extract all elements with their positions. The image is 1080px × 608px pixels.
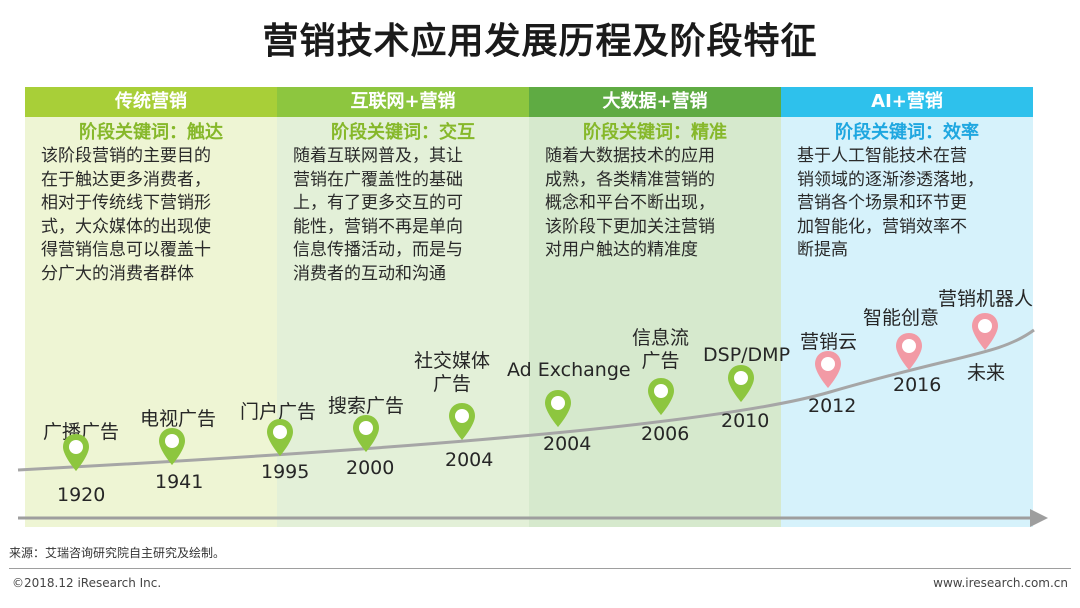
stage-panel-bigdata: 大数据+营销 阶段关键词：精准 随着大数据技术的应用 成熟，各类精准营销的 概念… <box>529 87 781 527</box>
description-line: 成熟，各类精准营销的 <box>545 169 715 190</box>
location-pin-icon <box>815 351 841 388</box>
stage-keyword: 阶段关键词：精准 <box>583 122 727 143</box>
description-line: 营销在广覆盖性的基础 <box>293 169 463 190</box>
description-line: 销领域的逐渐渗透落地， <box>797 169 984 190</box>
milestone-year: 2010 <box>721 410 770 432</box>
description-line: 信息传播活动，而是与 <box>293 240 463 260</box>
milestone-label: 社交媒体 广告 <box>414 350 491 395</box>
description-line: 对用户触达的精准度 <box>545 240 698 260</box>
milestone-year: 1941 <box>155 471 204 493</box>
location-pin-icon <box>449 403 475 440</box>
description-line: 能性，营销不再是单向 <box>293 216 463 237</box>
location-pin-icon <box>648 378 674 415</box>
milestone-year: 2004 <box>543 433 592 455</box>
description-line: 相对于传统线下营销形 <box>41 193 211 213</box>
description-line: 式，大众媒体的出现使 <box>41 216 211 237</box>
milestone-label: 智能创意 <box>863 307 940 329</box>
location-pin-icon <box>267 419 293 456</box>
milestone-pin <box>894 332 924 372</box>
stage-header: 互联网+营销 <box>277 87 529 117</box>
milestone-label: 门户广告 <box>240 401 317 423</box>
description-line: 随着大数据技术的应用 <box>545 146 715 166</box>
milestone-year: 1995 <box>261 461 310 483</box>
milestone-pin <box>543 389 573 429</box>
milestone-pin <box>726 364 756 404</box>
milestone-year: 2016 <box>893 374 942 396</box>
footer-divider <box>9 568 1071 569</box>
stage-description: 随着大数据技术的应用 成熟，各类精准营销的 概念和平台不断出现， 该阶段下更加关… <box>529 145 781 263</box>
location-pin-icon <box>545 390 571 427</box>
milestone-year: 未来 <box>967 362 1006 384</box>
description-line: 消费者的互动和沟通 <box>293 263 446 284</box>
milestone-pin <box>265 418 295 458</box>
description-line: 断提高 <box>797 240 848 260</box>
milestone-label: 营销云 <box>800 331 858 353</box>
location-pin-icon <box>728 365 754 402</box>
description-line: 该阶段下更加关注营销 <box>545 216 715 237</box>
milestone-pin <box>970 312 1000 352</box>
milestone-year: 2004 <box>445 449 494 471</box>
milestone-label: 电视广告 <box>140 408 217 430</box>
milestone-label: DSP/DMP <box>703 344 791 366</box>
milestone-label: 信息流 广告 <box>632 327 690 372</box>
stage-description: 随着互联网普及，其让 营销在广覆盖性的基础 上，有了更多交互的可 能性，营销不再… <box>277 145 529 286</box>
milestone-pin <box>646 377 676 417</box>
source-note: 来源：艾瑞咨询研究院自主研究及绘制。 <box>9 546 226 560</box>
milestone-year: 2006 <box>641 423 690 445</box>
milestone-year: 1920 <box>57 484 106 506</box>
stage-description: 该阶段营销的主要目的 在于触达更多消费者， 相对于传统线下营销形 式，大众媒体的… <box>25 145 277 286</box>
stage-keyword: 阶段关键词：触达 <box>79 122 223 143</box>
location-pin-icon <box>896 333 922 370</box>
description-line: 得营销信息可以覆盖十 <box>41 240 211 260</box>
milestone-label: 搜索广告 <box>328 395 405 417</box>
website-link[interactable]: www.iresearch.com.cn <box>933 576 1068 590</box>
location-pin-icon <box>972 313 998 350</box>
stage-keyword: 阶段关键词：效率 <box>835 122 979 143</box>
description-line: 随着互联网普及，其让 <box>293 146 463 166</box>
page-title: 营销技术应用发展历程及阶段特征 <box>262 21 818 62</box>
description-line: 在于触达更多消费者， <box>41 169 211 190</box>
description-line: 该阶段营销的主要目的 <box>41 146 211 166</box>
milestone-label: 广播广告 <box>43 421 120 443</box>
description-line: 基于人工智能技术在营 <box>797 146 967 166</box>
stage-description: 基于人工智能技术在营 销领域的逐渐渗透落地， 营销各个场景和环节更 加智能化，营… <box>781 145 1033 263</box>
location-pin-icon <box>353 415 379 452</box>
description-line: 分广大的消费者群体 <box>41 263 194 284</box>
milestone-pin <box>813 350 843 390</box>
milestone-pin <box>351 414 381 454</box>
milestone-pin <box>61 433 91 473</box>
location-pin-icon <box>63 434 89 471</box>
milestone-label: 营销机器人 <box>938 288 1034 310</box>
stage-keyword: 阶段关键词：交互 <box>331 122 475 143</box>
stage-header: AI+营销 <box>781 87 1033 117</box>
location-pin-icon <box>159 428 185 465</box>
milestone-pin <box>157 427 187 467</box>
stage-header: 大数据+营销 <box>529 87 781 117</box>
copyright-text: ©2018.12 iResearch Inc. <box>12 576 162 590</box>
description-line: 上，有了更多交互的可 <box>293 193 463 213</box>
description-line: 概念和平台不断出现， <box>545 193 715 213</box>
milestone-year: 2000 <box>346 457 395 479</box>
milestone-label: Ad Exchange <box>507 359 631 381</box>
description-line: 营销各个场景和环节更 <box>797 193 967 213</box>
stage-header: 传统营销 <box>25 87 277 117</box>
milestone-pin <box>447 402 477 442</box>
milestone-year: 2012 <box>808 395 857 417</box>
description-line: 加智能化，营销效率不 <box>797 216 967 237</box>
